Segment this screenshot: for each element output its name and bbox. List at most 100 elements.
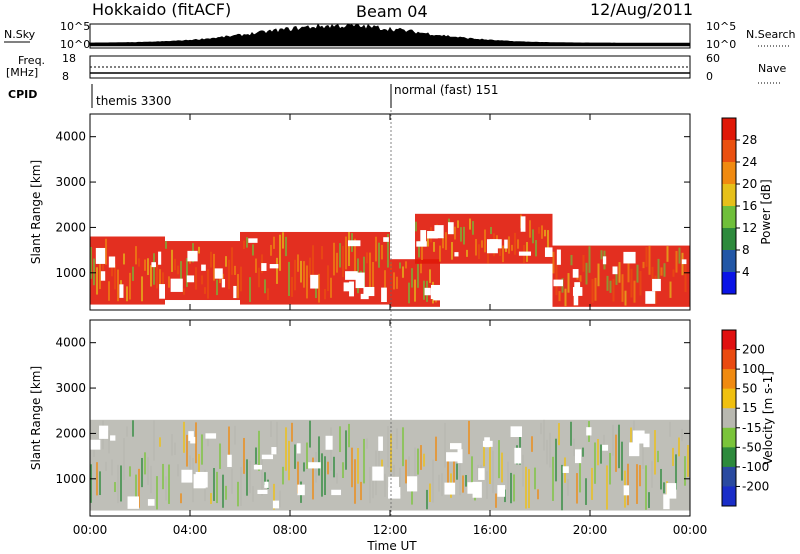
data-speckle bbox=[168, 464, 170, 504]
data-speckle bbox=[345, 430, 347, 470]
data-gap bbox=[147, 499, 155, 506]
data-speckle bbox=[249, 460, 251, 494]
nsky-bottom: 10^0 bbox=[60, 38, 90, 51]
data-speckle bbox=[630, 427, 632, 452]
data-speckle bbox=[576, 473, 578, 504]
colorbar-tick-label: -15 bbox=[742, 421, 762, 435]
y-tick-label: 2000 bbox=[55, 426, 86, 440]
data-speckle bbox=[270, 421, 272, 438]
data-speckle bbox=[621, 274, 624, 302]
data-speckle bbox=[684, 264, 687, 293]
data-gap bbox=[383, 237, 389, 242]
freq-bottom: 8 bbox=[62, 70, 69, 83]
data-speckle bbox=[636, 264, 639, 283]
data-gap bbox=[632, 430, 645, 444]
data-speckle bbox=[514, 232, 516, 255]
data-speckle bbox=[442, 236, 444, 249]
data-gap bbox=[372, 466, 384, 481]
data-speckle bbox=[654, 430, 656, 475]
data-speckle bbox=[336, 473, 338, 484]
data-gap bbox=[378, 436, 383, 451]
data-speckle bbox=[484, 229, 486, 253]
data-speckle bbox=[132, 420, 134, 437]
x-tick-label: 16:00 bbox=[473, 523, 508, 537]
data-speckle bbox=[627, 253, 630, 283]
data-speckle bbox=[135, 474, 137, 509]
data-speckle bbox=[252, 486, 254, 502]
data-speckle bbox=[285, 236, 287, 257]
data-speckle bbox=[451, 242, 453, 260]
data-speckle bbox=[105, 238, 107, 265]
data-speckle bbox=[282, 466, 284, 485]
nsearch-label: N.Search bbox=[746, 28, 796, 41]
data-speckle bbox=[267, 288, 269, 301]
data-gap bbox=[108, 256, 116, 268]
colorbar-tick-label: 20 bbox=[742, 177, 757, 191]
data-speckle bbox=[339, 243, 341, 268]
x-tick-label: 12:00 bbox=[373, 523, 408, 537]
data-speckle bbox=[339, 426, 341, 453]
data-speckle bbox=[93, 447, 95, 458]
data-speckle bbox=[171, 434, 173, 456]
data-gap bbox=[424, 287, 431, 296]
data-gap bbox=[297, 484, 305, 496]
data-speckle bbox=[99, 471, 101, 496]
data-speckle bbox=[333, 456, 335, 478]
data-speckle bbox=[96, 462, 98, 496]
data-gap bbox=[572, 287, 583, 296]
data-speckle bbox=[132, 266, 134, 281]
data-gap bbox=[446, 452, 459, 462]
data-speckle bbox=[261, 454, 263, 496]
data-speckle bbox=[459, 453, 461, 496]
data-speckle bbox=[552, 456, 554, 501]
data-gap bbox=[467, 482, 474, 494]
data-speckle bbox=[645, 246, 648, 267]
data-speckle bbox=[321, 246, 323, 260]
data-speckle bbox=[156, 476, 158, 510]
data-speckle bbox=[228, 259, 230, 290]
data-speckle bbox=[153, 420, 155, 461]
data-speckle bbox=[591, 467, 593, 500]
data-gap bbox=[478, 468, 485, 480]
data-speckle bbox=[402, 427, 404, 467]
cpid-segment-1: themis 3300 bbox=[96, 94, 171, 108]
data-speckle bbox=[546, 439, 548, 465]
data-gap bbox=[343, 282, 354, 292]
data-speckle bbox=[463, 226, 465, 245]
data-speckle bbox=[183, 288, 185, 295]
data-speckle bbox=[327, 265, 329, 292]
data-speckle bbox=[159, 269, 161, 290]
data-speckle bbox=[378, 441, 380, 470]
data-gap bbox=[349, 281, 354, 297]
colorbar-segment bbox=[722, 184, 736, 207]
data-speckle bbox=[414, 447, 416, 483]
data-speckle bbox=[414, 279, 416, 302]
colorbar-segment bbox=[722, 118, 736, 141]
data-speckle bbox=[672, 269, 675, 277]
date-title: 12/Aug/2011 bbox=[590, 0, 693, 19]
data-speckle bbox=[282, 232, 284, 249]
data-speckle bbox=[457, 220, 459, 228]
data-speckle bbox=[636, 464, 638, 504]
data-speckle bbox=[481, 240, 483, 248]
data-speckle bbox=[669, 421, 671, 437]
data-gap bbox=[573, 295, 579, 306]
data-speckle bbox=[225, 256, 227, 267]
colorbar-segment bbox=[722, 206, 736, 229]
data-speckle bbox=[153, 253, 155, 285]
velocity-colorbar: Velocity [m s-1] 200 100 50 15 -15 -50 -100 -20… bbox=[721, 329, 775, 507]
data-gap bbox=[514, 447, 522, 464]
colorbar-tick-label: -200 bbox=[742, 479, 769, 493]
y-tick-label: 1000 bbox=[55, 266, 86, 280]
data-speckle bbox=[198, 246, 200, 254]
data-speckle bbox=[291, 422, 293, 442]
data-speckle bbox=[639, 271, 642, 296]
data-speckle bbox=[210, 493, 212, 504]
data-speckle bbox=[544, 229, 546, 237]
data-speckle bbox=[147, 258, 149, 275]
data-speckle bbox=[421, 237, 423, 260]
data-speckle bbox=[417, 448, 419, 475]
data-speckle bbox=[453, 455, 455, 487]
data-speckle bbox=[99, 263, 101, 290]
data-speckle bbox=[180, 261, 182, 289]
